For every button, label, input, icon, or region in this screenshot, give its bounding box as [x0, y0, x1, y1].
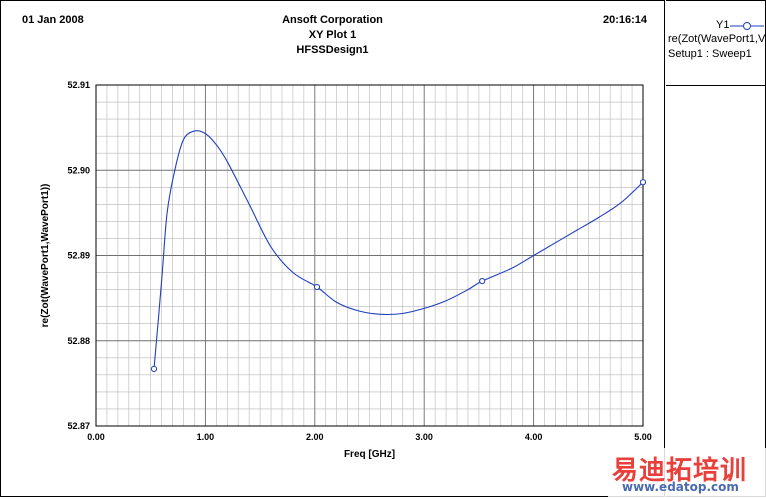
y-tick-label: 52.91 [67, 80, 90, 90]
x-tick-label: 4.00 [525, 432, 543, 442]
series-layer [150, 130, 647, 372]
y-tick-label: 52.87 [67, 421, 90, 431]
y-tick-label: 52.89 [67, 251, 90, 261]
plot-frame [0, 0, 665, 497]
x-axis-ticks: 0.00 1.00 2.00 3.00 4.00 5.00 [87, 432, 652, 442]
legend-panel: Y1 re(Zot(WavePort1,V Setup1 : Sweep1 [666, 0, 766, 497]
legend-line-icon [730, 22, 764, 30]
y-axis-ticks: 52.87 52.88 52.89 52.90 52.91 [67, 80, 90, 431]
x-axis-label: Freq [GHz] [344, 449, 395, 460]
plot-time: 20:16:14 [603, 14, 648, 26]
legend-expression: re(Zot(WavePort1,V [668, 33, 766, 45]
series-line-Y1[interactable] [153, 130, 644, 369]
chart-area[interactable]: 0.00 1.00 2.00 3.00 4.00 5.00 52.87 52.88 52.89… [0, 0, 665, 497]
legend-setup: Setup1 : Sweep1 [668, 48, 752, 60]
plot-date: 01 Jan 2008 [22, 14, 84, 26]
watermark-url: www.edatop.com [622, 480, 739, 494]
y-tick-label: 52.90 [67, 165, 90, 175]
y-axis-label: re(Zot(WavePort1,WavePort1)) [40, 184, 51, 328]
legend-divider [666, 85, 765, 86]
series-marker[interactable] [479, 277, 486, 285]
x-tick-label: 2.00 [306, 432, 324, 442]
x-tick-label: 5.00 [634, 432, 652, 442]
y-tick-label: 52.88 [67, 336, 90, 346]
watermark: 易迪拓培训 www.edatop.com [608, 448, 766, 498]
series-marker[interactable] [150, 365, 158, 372]
design-name: HFSSDesign1 [296, 44, 369, 56]
x-tick-label: 3.00 [415, 432, 433, 442]
legend-trace-name: Y1 [716, 19, 730, 31]
series-marker[interactable] [313, 283, 321, 291]
series-marker[interactable] [639, 179, 647, 186]
company-name: Ansoft Corporation [282, 14, 383, 26]
watermark-text: 易迪拓培训 [612, 456, 748, 486]
plot-border [95, 84, 644, 427]
plot-title: XY Plot 1 [308, 29, 357, 41]
x-tick-label: 1.00 [197, 432, 215, 442]
x-tick-label: 0.00 [87, 432, 105, 442]
